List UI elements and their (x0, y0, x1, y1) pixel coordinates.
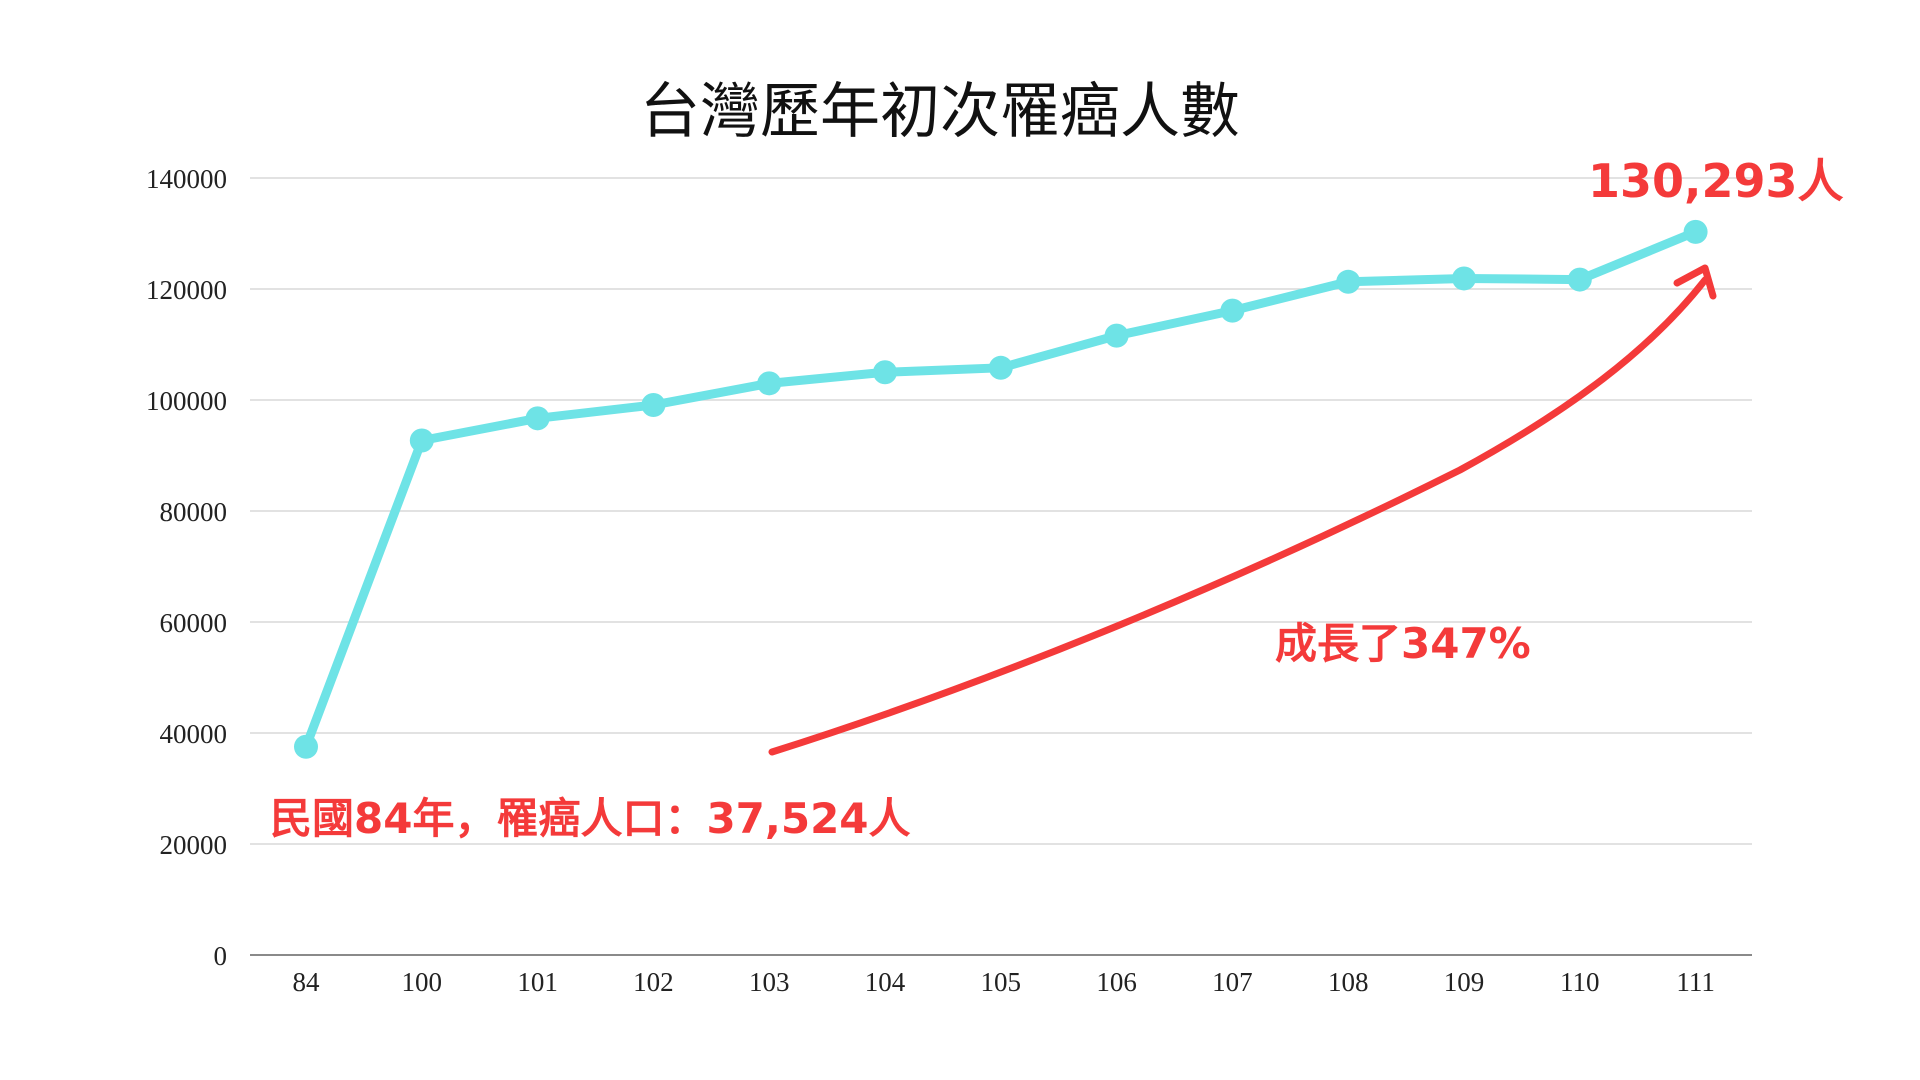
x-tick-label-107: 107 (1212, 967, 1253, 997)
y-tick-label-20000: 20000 (160, 830, 228, 860)
y-tick-label-80000: 80000 (160, 497, 228, 527)
data-point-104 (873, 360, 897, 385)
x-tick-label-110: 110 (1560, 967, 1600, 997)
data-point-103 (757, 371, 782, 396)
y-tick-label-140000: 140000 (146, 164, 227, 194)
x-tick-label-106: 106 (1096, 967, 1137, 997)
data-point-111 (1683, 219, 1708, 244)
data-point-105 (988, 355, 1013, 380)
chart-title: 台灣歷年初次罹癌人數 (640, 77, 1240, 147)
x-tick-label-111: 111 (1676, 967, 1715, 997)
y-axis-ticks: 0 20000 40000 60000 80000 100000 120000 140000 (146, 164, 227, 971)
x-tick-label-100: 100 (402, 967, 443, 997)
x-tick-label-109: 109 (1444, 967, 1485, 997)
x-tick-label-84: 84 (293, 967, 321, 997)
growth-annotation: 成長了347% (1275, 619, 1531, 668)
gridlines (250, 177, 1752, 845)
x-tick-label-108: 108 (1328, 967, 1369, 997)
y-tick-label-0: 0 (214, 941, 228, 971)
data-point-107 (1220, 298, 1245, 323)
x-tick-label-103: 103 (749, 967, 790, 997)
end-annotation: 130,293人 (1588, 154, 1844, 208)
data-point-109 (1452, 266, 1476, 291)
y-tick-label-100000: 100000 (146, 386, 227, 416)
data-point-100 (409, 428, 434, 453)
data-point-106 (1104, 323, 1129, 348)
x-tick-label-105: 105 (981, 967, 1022, 997)
data-point-108 (1336, 269, 1361, 294)
growth-arrow-curve (768, 276, 1709, 756)
data-point-102 (641, 392, 666, 417)
data-point-101 (525, 406, 550, 431)
y-tick-label-40000: 40000 (160, 719, 228, 749)
x-axis-ticks: 84 100 101 102 103 104 105 106 107 108 109 110 111 (293, 967, 1715, 997)
y-tick-label-60000: 60000 (160, 608, 228, 638)
data-point-110 (1567, 267, 1592, 292)
x-tick-label-104: 104 (865, 967, 906, 997)
y-tick-label-120000: 120000 (146, 275, 227, 305)
start-annotation: 民國84年，罹癌人口：37,524人 (270, 794, 911, 843)
x-tick-label-102: 102 (633, 967, 674, 997)
growth-arrowhead (1673, 264, 1717, 300)
data-point-84 (294, 734, 318, 759)
data-points (294, 219, 1708, 759)
x-tick-label-101: 101 (517, 967, 558, 997)
